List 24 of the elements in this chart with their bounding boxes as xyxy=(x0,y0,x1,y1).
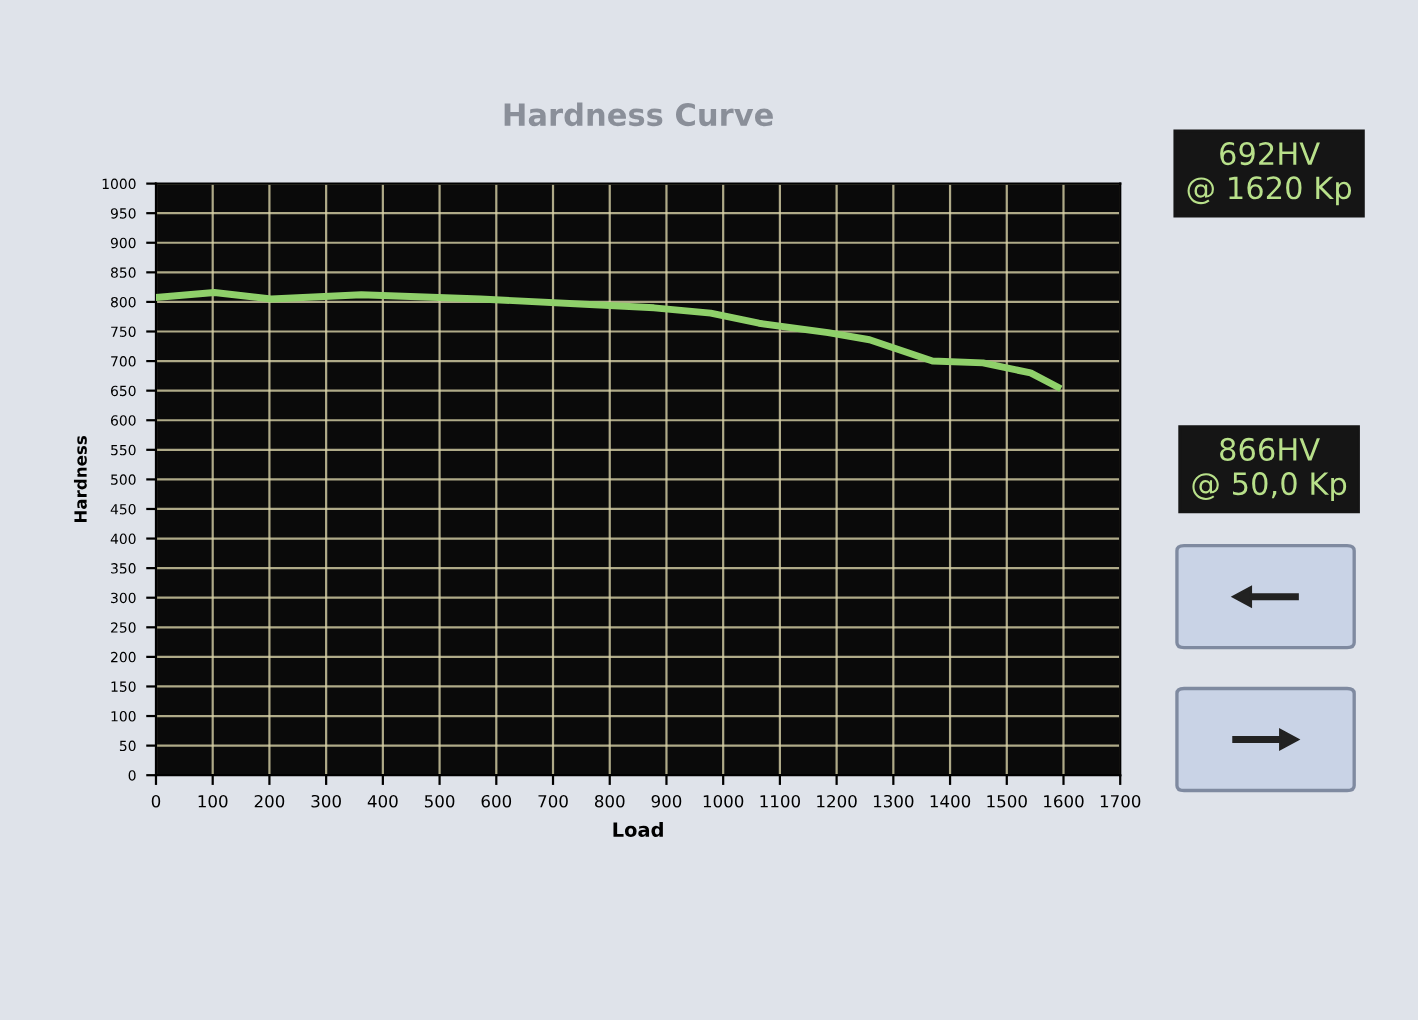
x-tick-label: 900 xyxy=(651,794,682,808)
x-axis-title: Load xyxy=(613,821,663,837)
text: 692HV @ 1620 Kp xyxy=(1187,142,1352,206)
x-tick-label: 800 xyxy=(594,794,625,808)
x-tick-label: 1400 xyxy=(930,794,971,808)
x-tick-label: 100 xyxy=(198,794,228,808)
x-tick-label: 200 xyxy=(254,794,285,808)
x-tick-label: 1500 xyxy=(987,794,1027,808)
y-axis-title: Hardness xyxy=(73,436,87,523)
x-tick-label: 1200 xyxy=(817,794,857,808)
x-tick-label: 0 xyxy=(151,794,161,808)
x-tick-label: 300 xyxy=(311,794,341,808)
line-series xyxy=(155,288,1062,391)
x-tick-label: 1100 xyxy=(760,794,800,808)
x-tick-label: 400 xyxy=(367,794,398,808)
x-tick-label: 600 xyxy=(481,794,512,808)
x-tick-label: 500 xyxy=(424,794,455,808)
chart-title: Hardness Curve xyxy=(504,102,773,127)
x-tick-label: 1000 xyxy=(703,794,744,808)
x-tick-label: 1300 xyxy=(873,794,914,808)
x-tick-label: 1700 xyxy=(1100,794,1141,808)
x-tick-label: 1600 xyxy=(1044,794,1084,808)
x-tick-label: 700 xyxy=(538,794,568,808)
text: 866HV @ 50,0 Kp xyxy=(1192,437,1347,502)
